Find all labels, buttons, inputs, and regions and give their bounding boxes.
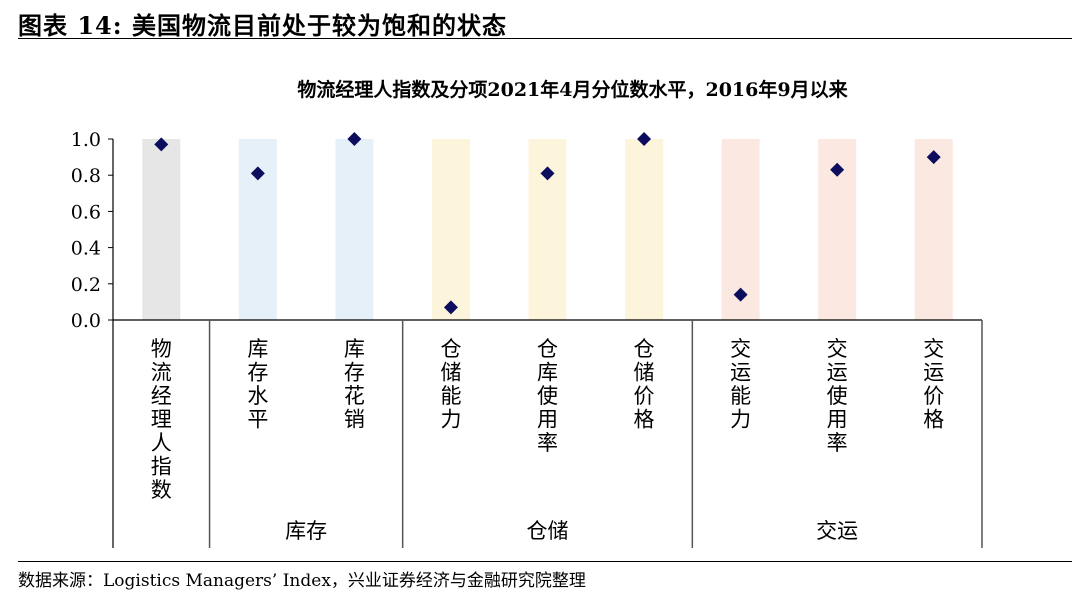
band-4 [528, 139, 567, 320]
title-rule [18, 38, 1072, 39]
footer-rule [18, 561, 1072, 562]
band-3 [431, 139, 470, 320]
data-point-5 [637, 132, 652, 146]
y-tick-label-5: 1.0 [71, 129, 101, 151]
group-label-3: 交运 [816, 519, 858, 543]
category-label-6: 交运能力 [730, 337, 751, 432]
y-tick-label-0: 0.0 [71, 310, 101, 332]
y-tick-label-3: 0.6 [71, 201, 101, 223]
category-label-2: 库存花销 [344, 337, 365, 432]
category-label-3: 仓储能力 [440, 337, 461, 432]
band-1 [238, 139, 277, 320]
data-point-2 [347, 132, 362, 146]
band-0 [142, 139, 181, 320]
data-point-6 [733, 287, 748, 302]
y-tick-label-4: 0.8 [71, 165, 101, 187]
category-label-8: 交运价格 [923, 337, 944, 432]
data-point-8 [926, 150, 941, 165]
group-label-2: 仓储 [527, 519, 569, 543]
data-point-0 [154, 137, 169, 152]
category-label-7: 交运使用率 [827, 337, 848, 455]
band-2 [335, 139, 374, 320]
data-point-4 [540, 166, 555, 181]
figure-title: 图表 14: 美国物流目前处于较为饱和的状态 [18, 11, 507, 40]
category-label-0: 物流经理人指数 [151, 337, 172, 502]
data-point-1 [250, 166, 265, 181]
data-point-7 [830, 162, 845, 177]
group-label-1: 库存 [285, 519, 327, 543]
source-note: 数据来源：Logistics Managers’ Index，兴业证券经济与金融… [18, 571, 586, 591]
category-label-4: 仓库使用率 [537, 337, 558, 455]
band-5 [625, 139, 664, 320]
y-tick-label-1: 0.2 [71, 274, 101, 296]
chart-title: 物流经理人指数及分项2021年4月分位数水平，2016年9月以来 [297, 78, 847, 101]
band-8 [914, 139, 953, 320]
data-point-3 [443, 300, 458, 315]
category-label-1: 库存水平 [247, 337, 268, 432]
category-label-5: 仓储价格 [634, 337, 655, 432]
y-tick-label-2: 0.4 [71, 238, 101, 260]
